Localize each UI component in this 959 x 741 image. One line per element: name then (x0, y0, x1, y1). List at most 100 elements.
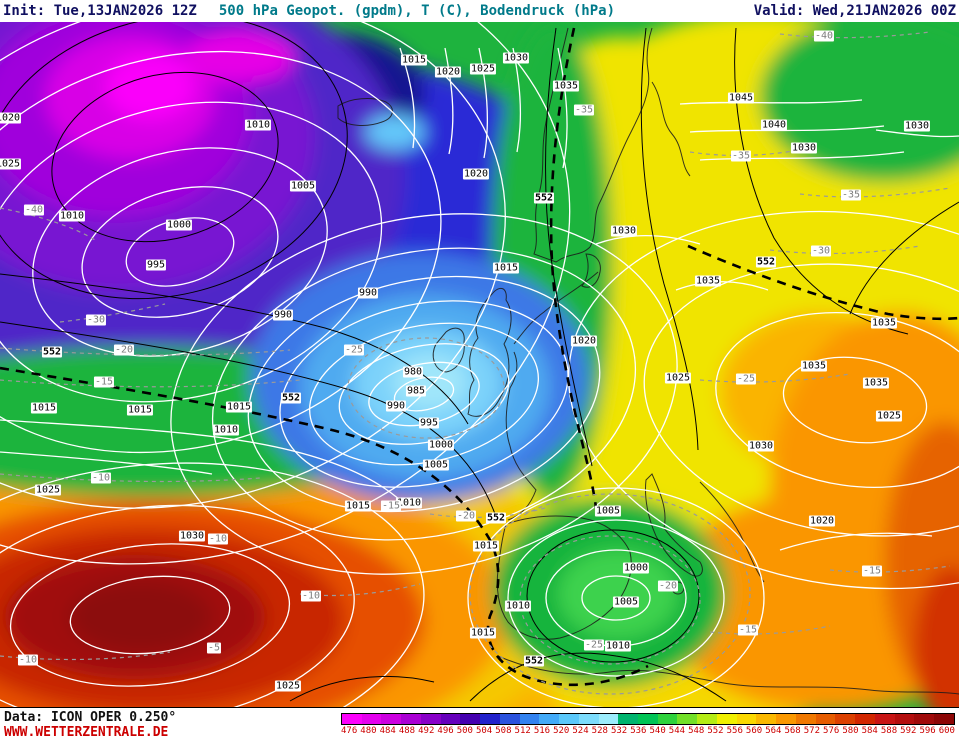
pressure-label: 1035 (862, 377, 890, 389)
pressure-label: 1000 (622, 562, 650, 574)
pressure-label: 1015 (472, 540, 500, 552)
temperature-label: -40 (813, 30, 835, 42)
pressure-label: 1025 (0, 158, 22, 170)
colorbar-segment (934, 714, 954, 724)
colorbar-tick: 500 (456, 726, 473, 736)
pressure-label: 995 (418, 417, 440, 429)
pressure-label: 1000 (165, 219, 193, 231)
colorbar-segment (657, 714, 678, 724)
colorbar-segment (519, 714, 540, 724)
pressure-label: 1035 (800, 360, 828, 372)
colorbar-segment (381, 714, 402, 724)
pressure-label: 1030 (178, 530, 206, 542)
pressure-label: 1010 (244, 119, 272, 131)
pressure-label: 1010 (395, 497, 423, 509)
colorbar-segment (559, 714, 579, 724)
colorbar-tick: 488 (398, 726, 416, 736)
geopotential-552-label: 552 (41, 346, 63, 358)
geopotential-552-label: 552 (755, 256, 777, 268)
pressure-label: 990 (272, 309, 294, 321)
colorbar-gradient (341, 713, 955, 725)
isobars (0, 22, 959, 707)
colorbar-tick: 592 (900, 726, 917, 736)
temperature-label: -20 (113, 344, 135, 356)
colorbar-tick: 572 (803, 726, 821, 736)
map-footer: Data: ICON OPER 0.250° WWW.WETTERZENTRAL… (0, 707, 959, 741)
temperature-label: -10 (300, 590, 322, 602)
colorbar-segment (914, 714, 935, 724)
colorbar-tick: 536 (630, 726, 647, 736)
temperature-label: -15 (380, 500, 402, 512)
colorbar-tick: 528 (591, 726, 608, 736)
pressure-label: 1015 (469, 627, 497, 639)
colorbar-segment (499, 714, 520, 724)
colorbar-segment (736, 714, 757, 724)
valid-time: Valid: Wed,21JAN2026 00Z (753, 3, 956, 19)
colorbar-tick: 596 (919, 726, 936, 736)
pressure-label: 1020 (434, 66, 462, 78)
pressure-label: 1005 (289, 180, 317, 192)
colorbar-segment (855, 714, 875, 724)
colorbar-segment (401, 714, 421, 724)
pressure-label: 1015 (30, 402, 58, 414)
colorbar-segment (539, 714, 560, 724)
colorbar-tick: 480 (360, 726, 377, 736)
colorbar-segment (697, 714, 717, 724)
pressure-label: 1035 (870, 317, 898, 329)
temperature-label: -30 (810, 245, 832, 257)
pressure-label: 1005 (594, 505, 622, 517)
temperature-label: -20 (455, 510, 477, 522)
pressure-label: 1005 (422, 459, 450, 471)
pressure-label: 1020 (570, 335, 598, 347)
colorbar-segment (874, 714, 895, 724)
colorbar-tick: 588 (880, 726, 898, 736)
contour-552 (0, 27, 959, 687)
temperature-label: -10 (207, 533, 229, 545)
pressure-label: 990 (385, 400, 407, 412)
colorbar-tick: 576 (823, 726, 840, 736)
pressure-label: 1025 (664, 372, 692, 384)
map-canvas: 1020 1025 1010 1010 1005 1000 995 1015 1020 1025 1… (0, 22, 959, 707)
colorbar-legend: 476 480 484 488 492 496 500 504 508 512 516 520 524 5… (341, 713, 955, 736)
colorbar-tick: 516 (533, 726, 551, 736)
colorbar-segment (342, 714, 362, 724)
colorbar-segment (835, 714, 856, 724)
colorbar-tick: 584 (861, 726, 878, 736)
pressure-label: 980 (402, 366, 424, 378)
colorbar-tick: 600 (938, 726, 955, 736)
colorbar-tick: 568 (784, 726, 801, 736)
colorbar-segment (598, 714, 619, 724)
credits: Data: ICON OPER 0.250° WWW.WETTERZENTRAL… (4, 710, 176, 740)
pressure-label: 985 (405, 385, 427, 397)
colorbar-segment (420, 714, 441, 724)
pressure-label: 1030 (790, 142, 818, 154)
pressure-label: 1010 (504, 600, 532, 612)
colorbar-segment (638, 714, 658, 724)
colorbar-segment (776, 714, 796, 724)
colorbar-tick: 492 (418, 726, 435, 736)
data-source: Data: ICON OPER 0.250° (4, 709, 177, 725)
colorbar-segment (440, 714, 461, 724)
temperature-label: -25 (343, 344, 365, 356)
colorbar-segment (894, 714, 915, 724)
colorbar-tick: 556 (726, 726, 743, 736)
pressure-label: 1010 (212, 424, 240, 436)
colorbar-segment (361, 714, 382, 724)
temperature-label: -40 (23, 204, 45, 216)
temperature-contours (0, 31, 951, 695)
temperature-label: -15 (737, 624, 759, 636)
pressure-label: 1025 (34, 484, 62, 496)
colorbar-tick: 496 (437, 726, 454, 736)
pressure-label: 1025 (469, 63, 497, 75)
colorbar-tick: 540 (649, 726, 666, 736)
colorbar-tick: 476 (341, 726, 358, 736)
website-link[interactable]: WWW.WETTERZENTRALE.DE (4, 724, 169, 740)
temperature-label: -20 (657, 580, 679, 592)
colorbar-segment (756, 714, 777, 724)
temperature-label: -15 (861, 565, 883, 577)
pressure-label: 1010 (58, 210, 86, 222)
colorbar-tick: 544 (668, 726, 686, 736)
pressure-label: 1020 (0, 112, 22, 124)
temperature-label: -35 (573, 104, 595, 116)
